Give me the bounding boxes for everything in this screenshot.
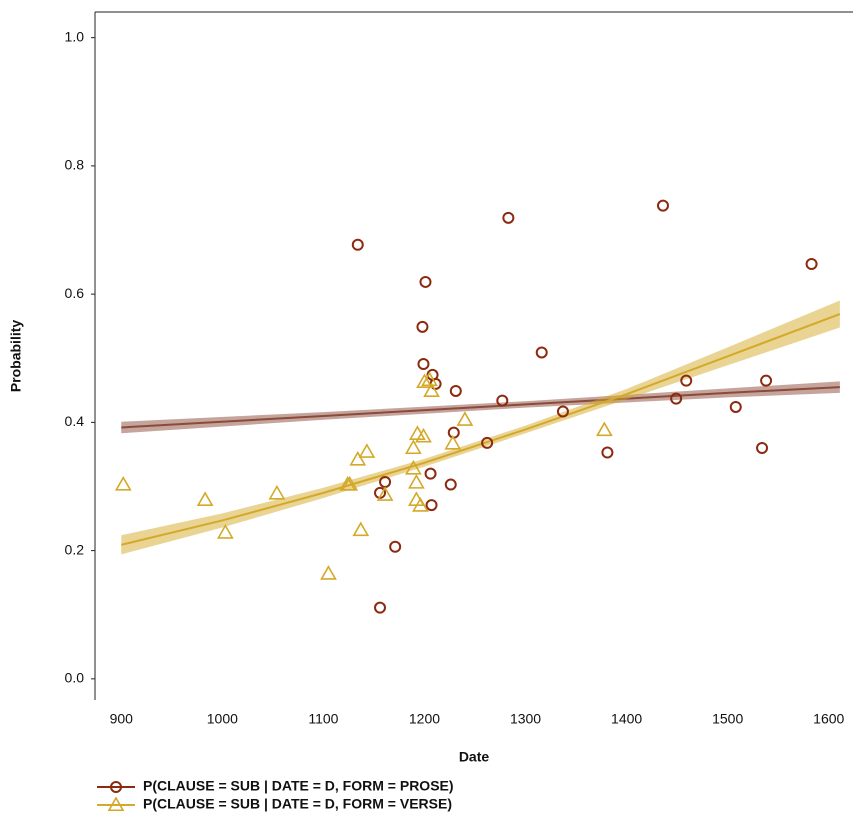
point — [496, 394, 509, 407]
y-tick-label: 0.6 — [65, 285, 85, 301]
x-axis-label: Date — [459, 749, 490, 765]
point — [805, 257, 818, 270]
x-tick-label: 1000 — [207, 711, 238, 727]
x-tick-label: 1300 — [510, 711, 541, 727]
point — [376, 486, 394, 501]
point — [756, 442, 769, 455]
point — [447, 426, 460, 439]
x-tick-label: 1100 — [308, 711, 338, 727]
y-tick-label: 0.4 — [65, 413, 85, 429]
point — [352, 521, 370, 537]
point — [760, 374, 773, 387]
point — [408, 474, 425, 489]
point — [556, 405, 569, 418]
point — [419, 275, 432, 288]
point — [389, 540, 402, 553]
point — [449, 384, 462, 397]
point — [456, 411, 474, 426]
confidence-band — [121, 300, 840, 555]
point — [114, 475, 132, 491]
x-tick-label: 1500 — [712, 711, 743, 727]
point — [423, 382, 440, 397]
point — [680, 374, 693, 387]
point — [196, 491, 214, 506]
y-tick-label: 0.8 — [65, 157, 85, 173]
x-tick-label: 1200 — [409, 711, 440, 727]
point — [429, 377, 442, 390]
point — [415, 427, 432, 443]
point — [351, 238, 364, 251]
x-tick-label: 1400 — [611, 711, 642, 727]
point — [268, 484, 286, 500]
point — [481, 436, 494, 449]
x-tick-label: 1600 — [813, 711, 844, 727]
point — [404, 439, 422, 455]
point — [404, 459, 422, 475]
point — [444, 478, 457, 491]
legend-marker — [110, 781, 122, 793]
y-tick-label: 0.0 — [65, 670, 85, 686]
y-tick-label: 0.2 — [65, 541, 85, 557]
point — [216, 524, 234, 539]
fit-line — [121, 313, 841, 546]
point — [601, 446, 614, 459]
point — [425, 499, 438, 512]
y-tick-label: 1.0 — [65, 28, 85, 44]
point — [416, 373, 433, 389]
legend-marker — [107, 796, 125, 812]
point — [358, 443, 376, 458]
point — [417, 358, 430, 371]
point — [670, 392, 683, 405]
legend-label: P(CLAUSE = SUB | DATE = D, FORM = VERSE) — [143, 796, 452, 812]
x-tick-label: 900 — [110, 711, 134, 727]
fit-line — [121, 386, 840, 429]
point — [595, 421, 613, 437]
point — [729, 400, 742, 413]
point — [374, 601, 387, 614]
legend-label: P(CLAUSE = SUB | DATE = D, FORM = PROSE) — [143, 778, 454, 794]
point — [502, 211, 515, 224]
point — [421, 371, 438, 387]
point — [416, 320, 429, 333]
point — [341, 475, 359, 491]
point — [412, 497, 429, 512]
point — [535, 346, 548, 359]
point — [656, 199, 669, 212]
point — [424, 467, 437, 480]
y-axis-label: Probability — [8, 320, 24, 393]
point — [444, 434, 462, 450]
point — [320, 565, 337, 580]
point — [349, 450, 367, 466]
